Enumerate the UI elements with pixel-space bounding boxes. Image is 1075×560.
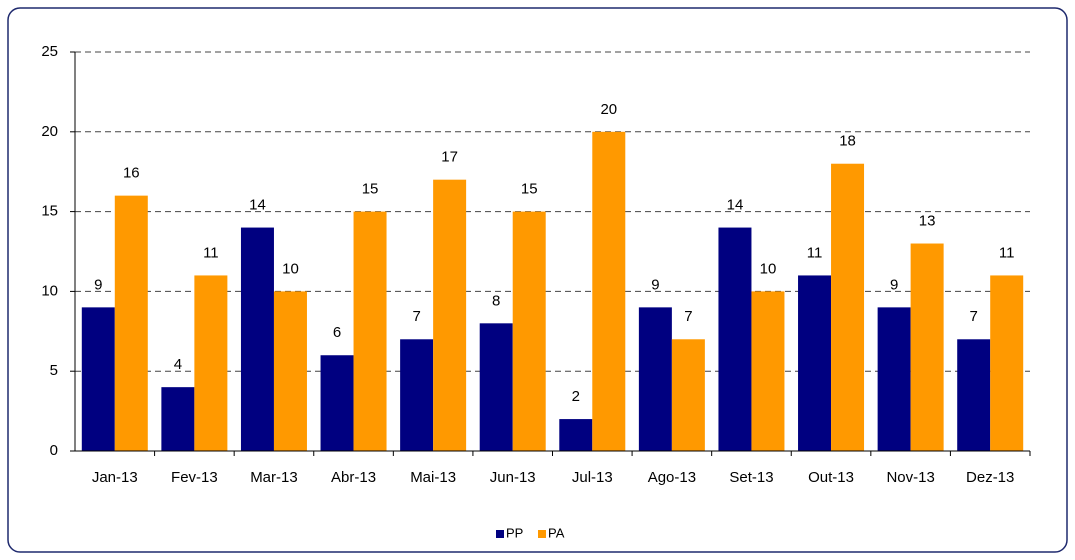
legend-swatch (496, 530, 504, 538)
x-tick-label: Set-13 (729, 469, 773, 486)
y-tick-label: 25 (41, 43, 58, 60)
data-label: 10 (282, 260, 299, 277)
bar (320, 355, 354, 451)
data-label: 9 (94, 276, 102, 293)
bar (512, 211, 546, 451)
bar (479, 323, 513, 451)
bar (718, 227, 752, 451)
bar (559, 419, 593, 451)
y-tick-label: 15 (41, 203, 58, 220)
data-label: 20 (600, 101, 617, 118)
legend-label: PA (548, 525, 565, 540)
data-label: 18 (839, 133, 856, 150)
bar (910, 243, 944, 451)
bar (400, 339, 434, 451)
y-tick-label: 5 (50, 362, 58, 379)
bar (877, 307, 911, 451)
bar (161, 387, 195, 451)
legend-label: PP (506, 525, 523, 540)
data-label: 7 (412, 308, 420, 325)
data-label: 8 (492, 292, 500, 309)
bar (353, 211, 387, 451)
x-tick-label: Jan-13 (92, 469, 138, 486)
bar (671, 339, 705, 451)
bar (194, 275, 228, 451)
data-label: 15 (362, 181, 379, 198)
data-label: 4 (174, 356, 182, 373)
data-label: 11 (203, 244, 219, 261)
bar (751, 291, 785, 451)
bar (240, 227, 274, 451)
bar (638, 307, 672, 451)
data-label: 14 (249, 197, 266, 214)
bar (798, 275, 832, 451)
y-tick-label: 0 (50, 442, 58, 459)
data-label: 11 (807, 244, 823, 261)
bar (831, 163, 865, 451)
bar (273, 291, 307, 451)
data-label: 13 (919, 212, 936, 229)
x-tick-label: Mai-13 (410, 469, 456, 486)
x-tick-label: Nov-13 (886, 469, 934, 486)
x-tick-label: Fev-13 (171, 469, 218, 486)
data-label: 7 (970, 308, 978, 325)
data-label: 16 (123, 165, 140, 182)
y-tick-label: 10 (41, 282, 58, 299)
bar (957, 339, 991, 451)
data-label: 10 (760, 260, 777, 277)
x-tick-label: Ago-13 (648, 469, 696, 486)
data-label: 14 (727, 197, 744, 214)
data-label: 11 (999, 244, 1015, 261)
data-label: 15 (521, 181, 538, 198)
bar (433, 179, 467, 451)
data-label: 6 (333, 324, 341, 341)
x-tick-label: Jun-13 (490, 469, 536, 486)
y-tick-label: 20 (41, 123, 58, 140)
bar (990, 275, 1024, 451)
bar (592, 131, 626, 452)
x-tick-label: Jul-13 (572, 469, 613, 486)
x-tick-label: Abr-13 (331, 469, 376, 486)
data-label: 17 (441, 149, 458, 166)
data-label: 9 (890, 276, 898, 293)
x-tick-label: Mar-13 (250, 469, 298, 486)
x-tick-label: Out-13 (808, 469, 854, 486)
bar (114, 195, 148, 451)
data-label: 7 (684, 308, 692, 325)
legend-swatch (538, 530, 546, 538)
data-label: 9 (651, 276, 659, 293)
data-label: 2 (572, 388, 580, 405)
x-tick-label: Dez-13 (966, 469, 1014, 486)
bar (81, 307, 115, 451)
